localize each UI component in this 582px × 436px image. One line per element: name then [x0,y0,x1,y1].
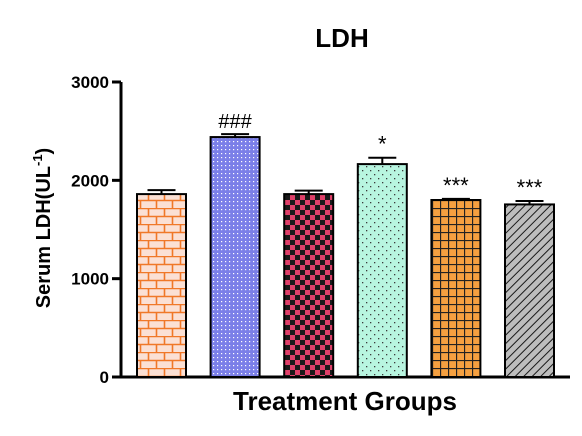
bar [209,136,261,378]
y-tick-label: 3000 [71,73,109,92]
bar [136,193,187,378]
significance-label: ### [218,111,252,133]
y-axis-label-main: Serum LDH(UL [33,166,55,308]
y-tick-label: 2000 [71,171,109,190]
bar [356,163,408,378]
y-axis-label: Serum LDH(UL-1) [30,148,55,308]
bars: ###**** *** [136,111,555,378]
significance-label: *** [517,175,543,200]
bar [504,203,555,378]
chart-title: LDH [315,23,368,53]
significance-label: *** [443,173,469,198]
significance-label: * [378,132,387,157]
axes: 0 1000 2000 3000 [71,73,570,387]
x-axis-label: Treatment Groups [233,386,457,416]
bar [430,199,482,378]
y-axis-label-sup: -1 [30,154,45,166]
y-tick-label: 1000 [71,270,109,289]
bar [283,193,335,378]
y-axis-label-close: ) [33,148,55,155]
y-tick-label: 0 [100,368,109,387]
